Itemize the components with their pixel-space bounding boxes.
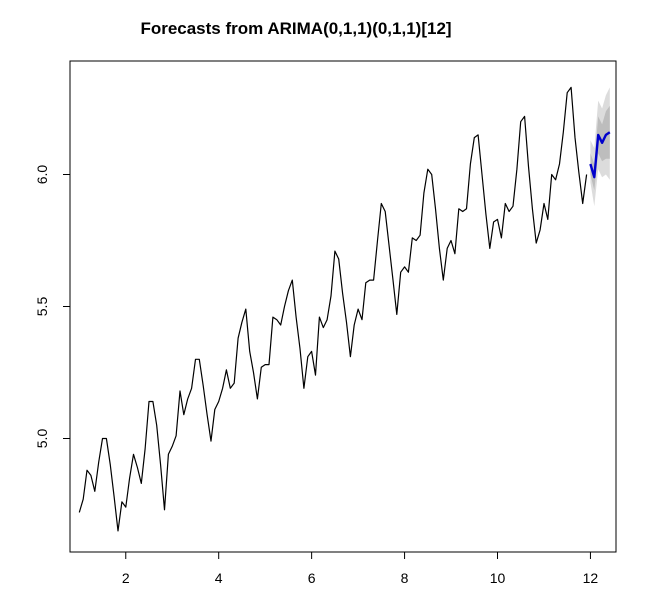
x-tick-label: 6 bbox=[308, 570, 316, 586]
y-tick-label: 5.5 bbox=[34, 297, 50, 317]
x-tick-label: 10 bbox=[490, 570, 506, 586]
history-series-line bbox=[78, 86, 588, 532]
x-tick-label: 8 bbox=[401, 570, 409, 586]
y-axis: 5.0 5.5 6.0 bbox=[34, 165, 71, 449]
x-tick-label: 4 bbox=[215, 570, 223, 586]
x-axis: 2 4 6 8 10 12 bbox=[122, 551, 599, 586]
forecast-series-line bbox=[589, 131, 611, 179]
chart-title: Forecasts from ARIMA(0,1,1)(0,1,1)[12] bbox=[140, 19, 451, 38]
x-tick-label: 12 bbox=[583, 570, 599, 586]
y-tick-label: 5.0 bbox=[34, 429, 50, 449]
plot-frame bbox=[69, 60, 617, 553]
plot-area bbox=[78, 86, 611, 532]
y-tick-label: 6.0 bbox=[34, 165, 50, 185]
x-tick-label: 2 bbox=[122, 570, 130, 586]
